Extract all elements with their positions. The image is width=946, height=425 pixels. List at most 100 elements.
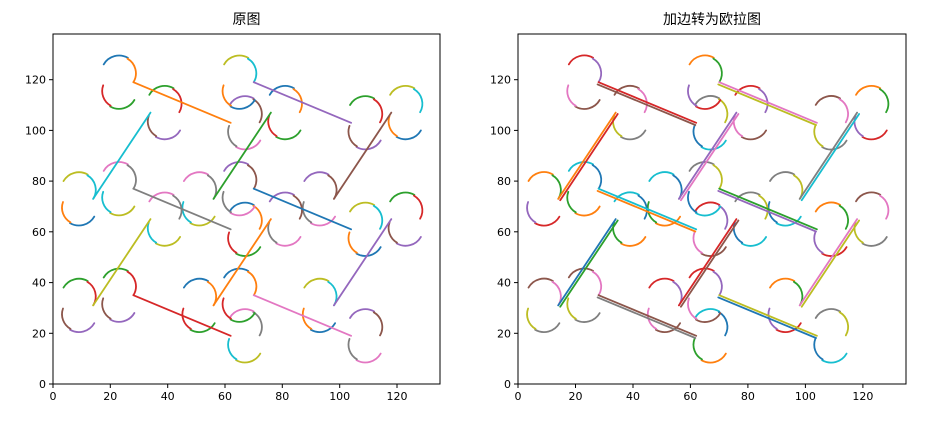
loop-arc: [349, 308, 376, 319]
loop-arc: [303, 171, 330, 182]
loop-arc: [229, 205, 256, 217]
loop-arc: [183, 277, 210, 289]
y-tick-label: 60: [497, 226, 511, 239]
loop-arc: [637, 88, 648, 114]
diagonal-segment: [798, 218, 858, 307]
diagonal-segment: [252, 187, 353, 231]
axes: 0 20 40 60 80 100 120 0 20 40 60 80 100 120: [25, 74, 408, 403]
x-tick-label: 20: [103, 390, 117, 403]
loop-arc: [793, 174, 804, 200]
loop-arc: [814, 308, 841, 319]
added-edge: [717, 296, 817, 339]
loop-arc: [732, 114, 744, 138]
loop-arc: [769, 171, 796, 182]
loop-arc: [688, 54, 715, 66]
loop-arc: [387, 221, 398, 244]
loop-arc: [372, 98, 384, 124]
diagonal-segment: [798, 111, 858, 200]
loop-arc: [654, 215, 681, 227]
loop-arc: [740, 129, 767, 141]
loop-arc: [694, 95, 721, 106]
loop-arc: [154, 236, 181, 247]
loop-arc: [327, 174, 338, 200]
y-tick-label: 20: [497, 327, 511, 340]
loop-arc: [146, 221, 158, 244]
loop-arc: [687, 297, 698, 320]
loop-arc: [69, 215, 96, 227]
loop-arc: [252, 98, 263, 124]
loop-arc: [154, 129, 181, 141]
loop-arc: [591, 164, 603, 190]
loop-arc: [853, 114, 864, 138]
added-edge: [717, 83, 817, 126]
loop-arc: [235, 139, 262, 151]
loop-arc: [648, 171, 675, 182]
added-edge: [800, 113, 860, 202]
loop-arc: [574, 312, 601, 323]
diagonal-segment: [132, 187, 232, 231]
loop-arc: [566, 190, 577, 214]
loop-arc: [227, 231, 238, 254]
diagonal-segment: [92, 111, 152, 200]
loop-arc: [389, 191, 416, 203]
added-edge: [800, 219, 860, 308]
loop-arc: [813, 231, 824, 254]
loop-arc: [223, 161, 250, 172]
loop-arc: [692, 338, 703, 361]
y-tick-label: 120: [25, 74, 46, 87]
diagonal-segment: [557, 111, 617, 200]
loop-arc: [355, 352, 382, 364]
diagonal-segment: [597, 81, 698, 124]
loop-arc: [395, 236, 422, 247]
loop-arc: [395, 129, 422, 141]
diagonal-segment: [212, 218, 272, 307]
loop-arc: [769, 277, 796, 289]
loop-arc: [567, 54, 594, 66]
diagonal-segment: [132, 81, 232, 124]
loop-arc: [718, 204, 729, 230]
loop-arc: [591, 270, 603, 296]
loop-arc: [181, 307, 192, 330]
panel-original: 原图 0 20 40 60 80 100 120 0 20 40 60 80 100 120: [25, 12, 441, 403]
loop-arc: [349, 95, 376, 106]
loop-arc: [372, 311, 384, 337]
y-tick-label: 60: [32, 226, 46, 239]
loop-arc: [567, 267, 594, 279]
loop-arc: [855, 191, 882, 203]
loop-arc: [838, 311, 849, 337]
loop-arc: [229, 312, 256, 323]
loop-arc: [566, 297, 577, 320]
loop-arc: [223, 267, 250, 279]
loop-arc: [61, 307, 72, 330]
loop-arc: [758, 194, 769, 220]
loop-arc: [695, 312, 722, 323]
loop-arc: [567, 161, 594, 172]
loop-arc: [612, 221, 623, 244]
loop-arc: [654, 322, 681, 333]
loop-arc: [879, 194, 890, 220]
loop-arc: [228, 308, 255, 319]
x-tick-label: 120: [387, 390, 408, 403]
loop-arc: [267, 114, 278, 137]
x-tick-label: 60: [683, 390, 697, 403]
panel-title: 原图: [233, 12, 261, 28]
y-tick-label: 40: [32, 277, 46, 290]
loop-arc: [695, 205, 722, 217]
loop-arc: [793, 280, 804, 306]
loop-arc: [327, 281, 338, 306]
diagonal-segment: [678, 218, 738, 307]
loop-arc: [61, 201, 72, 224]
loop-arc: [69, 322, 96, 333]
loop-arc: [101, 297, 112, 320]
added-edge: [596, 83, 697, 126]
loop-arc: [672, 280, 683, 306]
loop-arc: [534, 215, 561, 227]
loop-arc: [221, 84, 232, 107]
y-tick-label: 40: [497, 277, 511, 290]
loop-arc: [526, 307, 537, 330]
added-edge: [596, 189, 697, 233]
diagonal-segment: [718, 187, 818, 231]
loop-arc: [646, 307, 658, 330]
x-tick-label: 80: [275, 390, 289, 403]
loop-arc: [189, 322, 216, 333]
